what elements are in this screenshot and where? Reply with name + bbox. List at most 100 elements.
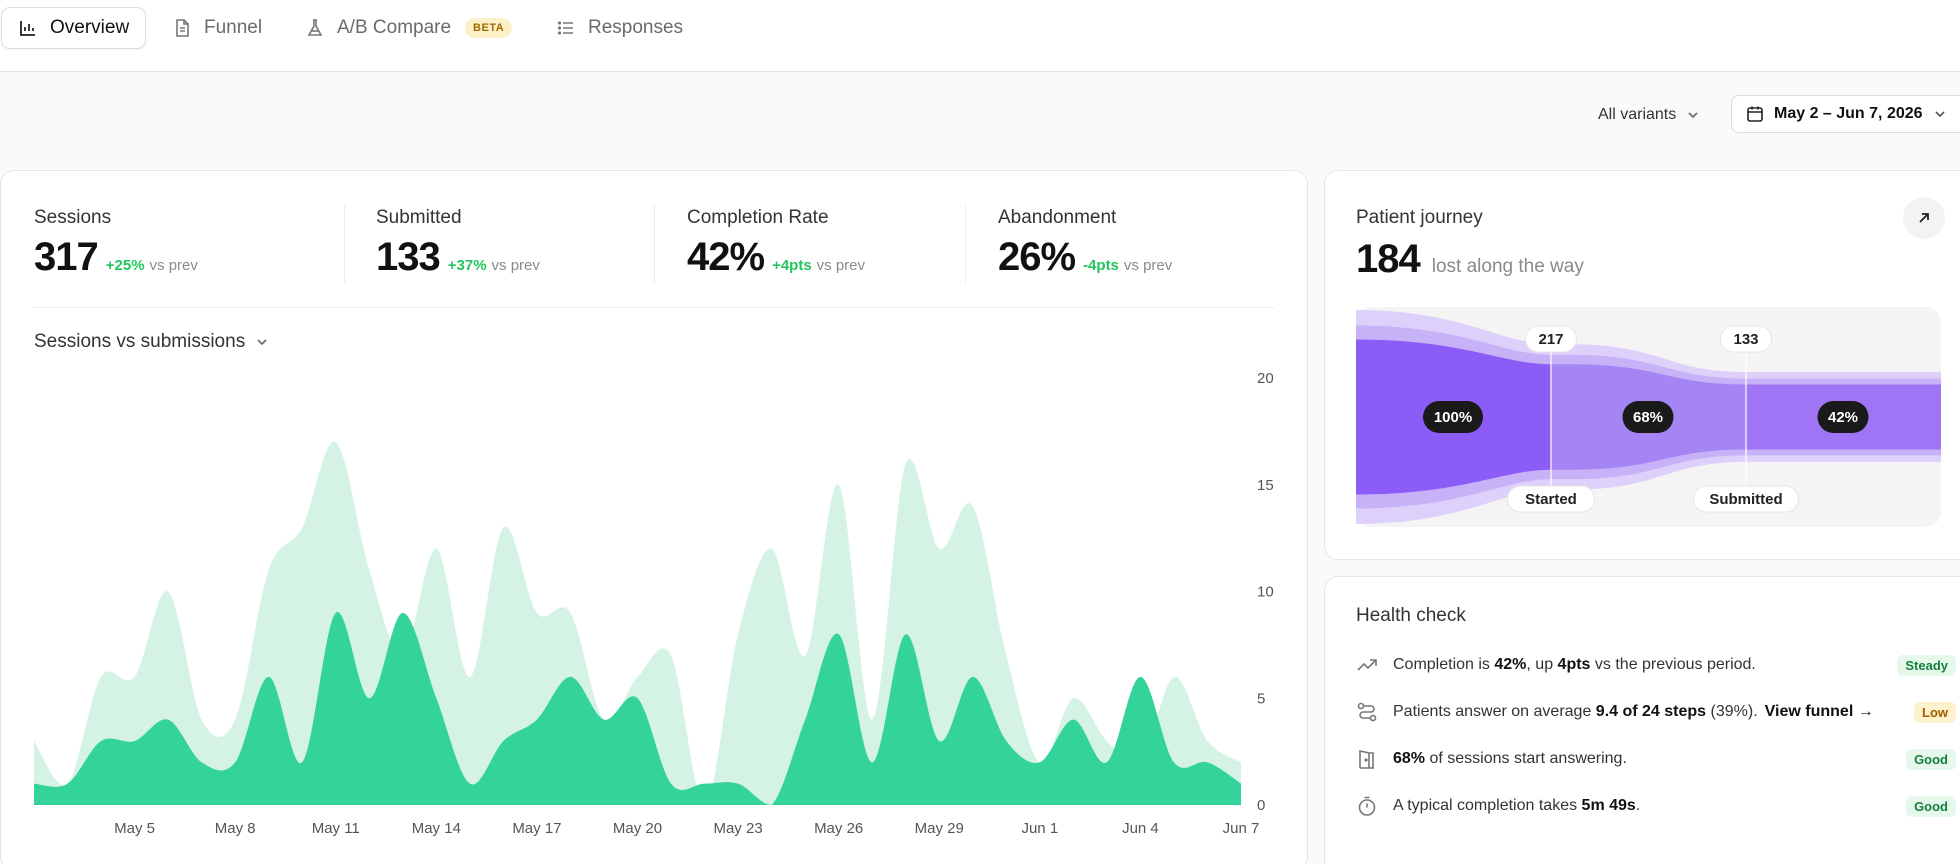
kpi-submitted: Submitted 133 +37% vs prev <box>376 207 540 280</box>
stage-label: Started <box>1525 491 1577 508</box>
stage-percentage: 68% <box>1633 409 1663 426</box>
kpi-sessions: Sessions 317 +25% vs prev <box>34 207 198 280</box>
status-badge: Steady <box>1897 654 1956 676</box>
route-icon <box>1357 702 1377 722</box>
kpi-label: Abandonment <box>998 207 1117 228</box>
kpi-vs: vs prev <box>816 257 866 274</box>
health-row: 68% of sessions start answering. Good <box>1356 744 1956 774</box>
kpi-delta: +4pts <box>772 257 812 274</box>
kpi-value: 26% <box>998 235 1076 279</box>
kpi-value: 133 <box>376 235 441 279</box>
stage-count: 133 <box>1733 331 1758 348</box>
patient-journey-card: Patient journey 184 lost along the way 1… <box>1324 170 1960 560</box>
tab-label: Responses <box>588 17 684 38</box>
x-tick-label: Jun 1 <box>1021 820 1058 837</box>
variants-label: All variants <box>1598 106 1677 123</box>
kpi-vs: vs prev <box>149 257 198 274</box>
tab-bar: Overview Funnel A/B Compare BETA Respons… <box>0 0 1960 72</box>
series-area-submissions <box>34 612 1241 805</box>
list-icon <box>557 21 573 35</box>
variants-dropdown[interactable]: All variants <box>1598 100 1700 130</box>
kpi-abandonment: Abandonment 26% -4pts vs prev <box>998 207 1172 280</box>
x-tick-label: May 11 <box>312 820 360 837</box>
view-funnel-link[interactable]: View funnel → <box>1764 703 1874 720</box>
flask-icon <box>307 19 323 36</box>
y-tick-label: 10 <box>1257 584 1274 601</box>
beta-badge: BETA <box>465 18 513 38</box>
tab-label: A/B Compare <box>337 17 452 38</box>
area-chart: 0 5 10 15 20 May 5 May 8 May 11 May 14 May 17 May … <box>34 370 1274 837</box>
health-text: Completion is 42%, up 4pts vs the previo… <box>1393 656 1756 673</box>
y-tick-label: 5 <box>1257 690 1265 707</box>
lost-value: 184 <box>1356 237 1421 281</box>
lost-label: lost along the way <box>1431 256 1584 277</box>
tab-ab-compare[interactable]: A/B Compare BETA <box>289 7 528 49</box>
x-tick-label: May 5 <box>114 820 155 837</box>
kpi-delta: -4pts <box>1083 257 1119 274</box>
metrics-card: Sessions 317 +25% vs prev Submitted 133 +37… <box>0 170 1308 864</box>
x-tick-label: May 26 <box>814 820 863 837</box>
kpi-value: 42% <box>687 235 765 279</box>
kpi-vs: vs prev <box>491 257 540 274</box>
health-text: A typical completion takes 5m 49s. <box>1393 797 1641 814</box>
kpi-value: 317 <box>34 235 99 279</box>
tab-overview[interactable]: Overview <box>1 7 147 49</box>
health-row: A typical completion takes 5m 49s. Good <box>1356 791 1956 821</box>
stage-percentage-bg <box>1423 401 1483 433</box>
card-title: Patient journey <box>1356 207 1483 228</box>
timer-icon <box>1358 796 1376 816</box>
health-text: Patients answer on average 9.4 of 24 ste… <box>1393 703 1758 720</box>
stage-count-bg <box>1525 325 1577 353</box>
kpi-delta: +37% <box>447 257 487 274</box>
date-range-picker[interactable]: May 2 – Jun 7, 2026 <box>1731 95 1960 133</box>
stage-percentage-bg <box>1622 401 1674 433</box>
tab-label: Funnel <box>204 17 263 38</box>
health-check-card: Health check Completion is 42%, up 4pts … <box>1324 576 1960 864</box>
chevron-down-icon <box>1688 112 1698 119</box>
tab-label: Overview <box>50 17 130 38</box>
stage-percentage: 42% <box>1828 409 1858 426</box>
expand-button[interactable] <box>1903 197 1945 239</box>
x-tick-label: May 23 <box>713 820 762 837</box>
trend-up-icon <box>1357 659 1377 671</box>
kpi-label: Completion Rate <box>687 207 829 228</box>
divider <box>344 205 345 283</box>
y-tick-label: 0 <box>1257 797 1265 814</box>
x-tick-label: May 17 <box>512 820 561 837</box>
chart-metric-selector[interactable]: Sessions vs submissions <box>34 331 269 353</box>
journey-funnel: 100% 68% 217 Started 42% 133 Submitted <box>1356 307 1941 527</box>
stage-label-bg <box>1693 485 1799 513</box>
date-range-label: May 2 – Jun 7, 2026 <box>1774 105 1923 122</box>
kpi-completion-rate: Completion Rate 42% +4pts vs prev <box>687 207 865 280</box>
kpi-label: Submitted <box>376 207 462 228</box>
kpi-vs: vs prev <box>1123 257 1173 274</box>
tab-responses[interactable]: Responses <box>540 7 699 49</box>
status-badge: Good <box>1906 748 1956 770</box>
stage-count: 217 <box>1538 331 1563 348</box>
status-badge: Low <box>1914 701 1956 723</box>
document-icon <box>176 19 189 37</box>
chevron-down-icon <box>1934 111 1945 118</box>
lost-summary: 184 lost along the way <box>1356 237 1584 282</box>
health-row: Patients answer on average 9.4 of 24 ste… <box>1356 697 1956 727</box>
divider <box>965 205 966 283</box>
stage-percentage-bg <box>1817 401 1869 433</box>
y-tick-label: 20 <box>1257 370 1274 387</box>
arrow-up-right-icon <box>1919 213 1929 223</box>
tab-funnel[interactable]: Funnel <box>156 7 278 49</box>
health-row: Completion is 42%, up 4pts vs the previo… <box>1356 650 1956 680</box>
divider <box>654 205 655 283</box>
chevron-down-icon <box>257 339 267 346</box>
divider <box>33 307 1275 308</box>
x-tick-label: May 20 <box>613 820 662 837</box>
stage-count-bg <box>1720 325 1772 353</box>
kpi-label: Sessions <box>34 207 112 228</box>
x-tick-label: May 14 <box>412 820 461 837</box>
health-text: 68% of sessions start answering. <box>1393 750 1627 767</box>
x-tick-label: Jun 4 <box>1122 820 1159 837</box>
kpi-delta: +25% <box>105 257 145 274</box>
stage-label: Submitted <box>1709 491 1782 508</box>
x-tick-label: Jun 7 <box>1223 820 1260 837</box>
card-title: Health check <box>1356 605 1466 626</box>
y-tick-label: 15 <box>1257 477 1274 494</box>
